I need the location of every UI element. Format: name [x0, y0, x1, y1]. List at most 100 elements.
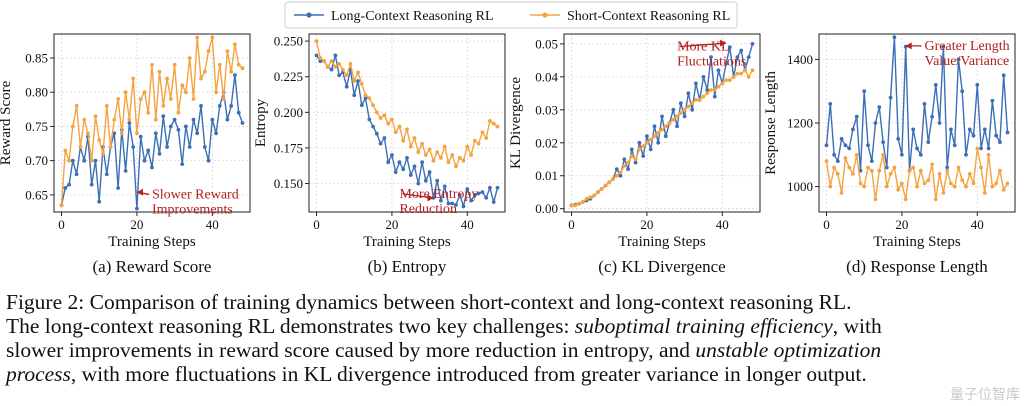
data-point-long: [900, 152, 904, 157]
annotation-text: Reduction: [399, 202, 457, 217]
data-point-long: [956, 57, 961, 62]
data-point-long: [401, 167, 406, 172]
data-point-long: [922, 102, 927, 106]
data-point-short: [431, 158, 436, 163]
data-point-long: [318, 59, 323, 63]
data-point-short: [367, 96, 372, 100]
data-point-short: [656, 131, 661, 135]
data-point-short: [975, 146, 980, 151]
data-point-long: [214, 131, 219, 136]
data-point-short: [333, 64, 338, 69]
data-point-short: [633, 157, 638, 162]
data-point-short: [979, 165, 983, 170]
x-axis-label: Training Steps: [363, 234, 451, 250]
data-point-short: [967, 172, 972, 176]
data-point-short: [480, 130, 485, 135]
annotation-arrowhead: [136, 188, 143, 196]
data-point-long: [146, 148, 151, 153]
data-point-short: [229, 69, 234, 74]
y-tick-label: 0.04: [535, 69, 558, 84]
x-tick-label: 20: [130, 217, 143, 232]
y-tick-label: 1400: [787, 52, 813, 67]
data-point-short: [206, 49, 211, 53]
y-tick-label: 0.250: [274, 34, 303, 49]
panel-caption: (d) Response Length: [846, 257, 988, 276]
data-point-short: [724, 78, 728, 82]
data-point-short: [184, 90, 188, 95]
data-point-short: [982, 191, 987, 195]
data-point-short: [694, 98, 698, 102]
data-point-short: [176, 110, 181, 115]
data-point-long: [877, 105, 882, 109]
y-tick-label: 0.175: [274, 140, 303, 155]
data-point-short: [82, 117, 87, 122]
data-point-long: [622, 157, 627, 162]
data-point-short: [168, 97, 173, 101]
data-point-short: [412, 136, 417, 140]
data-point-long: [138, 134, 143, 139]
data-point-long: [641, 154, 646, 158]
annotation-arrowhead: [720, 39, 727, 47]
data-point-long: [488, 185, 492, 190]
y-tick-label: 0.70: [25, 153, 48, 168]
data-point-long: [994, 133, 999, 138]
data-point-short: [427, 147, 432, 152]
data-point-short: [386, 121, 391, 126]
data-point-long: [832, 152, 836, 157]
data-point-short: [142, 90, 147, 95]
data-point-short: [89, 158, 94, 163]
chart-panel-3: 0 20 40 0.00 0.01 0.02 0.03 0.04 0.05 Training St…: [508, 33, 761, 276]
data-point-long: [356, 79, 360, 83]
data-point-short: [750, 68, 755, 73]
data-point-long: [63, 186, 68, 190]
data-point-short: [888, 172, 893, 176]
data-point-short: [903, 197, 908, 202]
data-point-short: [705, 91, 710, 96]
data-point-long: [975, 83, 980, 87]
data-point-short: [112, 117, 117, 122]
data-point-long: [735, 55, 740, 59]
data-point-long: [229, 104, 234, 108]
data-point-long: [851, 127, 855, 132]
data-point-long: [457, 193, 462, 197]
data-point-long: [835, 159, 840, 164]
data-point-long: [329, 67, 334, 72]
data-point-long: [869, 159, 874, 164]
data-point-long: [371, 124, 375, 129]
data-point-long: [67, 182, 71, 187]
data-point-long: [352, 93, 357, 98]
data-point-short: [588, 195, 593, 200]
annotation-text: Value/Variance: [925, 54, 1010, 69]
data-point-short: [614, 173, 619, 178]
y-tick-label: 0.65: [25, 187, 48, 202]
data-point-long: [135, 206, 139, 211]
data-point-short: [131, 76, 136, 81]
data-point-long: [74, 172, 79, 177]
caption-emphasis-unstable: unstable optimization: [695, 338, 882, 362]
data-point-short: [457, 156, 462, 160]
data-point-short: [138, 97, 143, 101]
x-tick-label: 40: [461, 217, 474, 232]
data-point-long: [416, 181, 421, 186]
data-point-long: [390, 153, 394, 157]
data-point-long: [862, 89, 867, 94]
data-point-long: [442, 184, 447, 189]
data-point-short: [873, 197, 878, 202]
x-tick-label: 0: [823, 217, 830, 232]
data-point-short: [233, 42, 237, 47]
data-point-short: [637, 147, 642, 152]
data-point-short: [648, 137, 653, 142]
data-point-short: [405, 127, 409, 132]
data-point-long: [873, 121, 878, 125]
data-point-long: [690, 107, 695, 112]
y-tick-label: 0.225: [274, 69, 303, 84]
data-point-short: [318, 56, 323, 61]
caption-emphasis-efficiency: suboptimal training efficiency: [574, 314, 833, 338]
data-point-short: [922, 181, 927, 186]
data-point-short: [847, 165, 852, 170]
data-point-short: [671, 117, 676, 122]
data-point-long: [412, 164, 417, 169]
figure-caption: Figure 2: Comparison of training dynamic…: [6, 290, 1020, 386]
data-point-long: [967, 127, 972, 132]
data-point-long: [484, 195, 489, 200]
